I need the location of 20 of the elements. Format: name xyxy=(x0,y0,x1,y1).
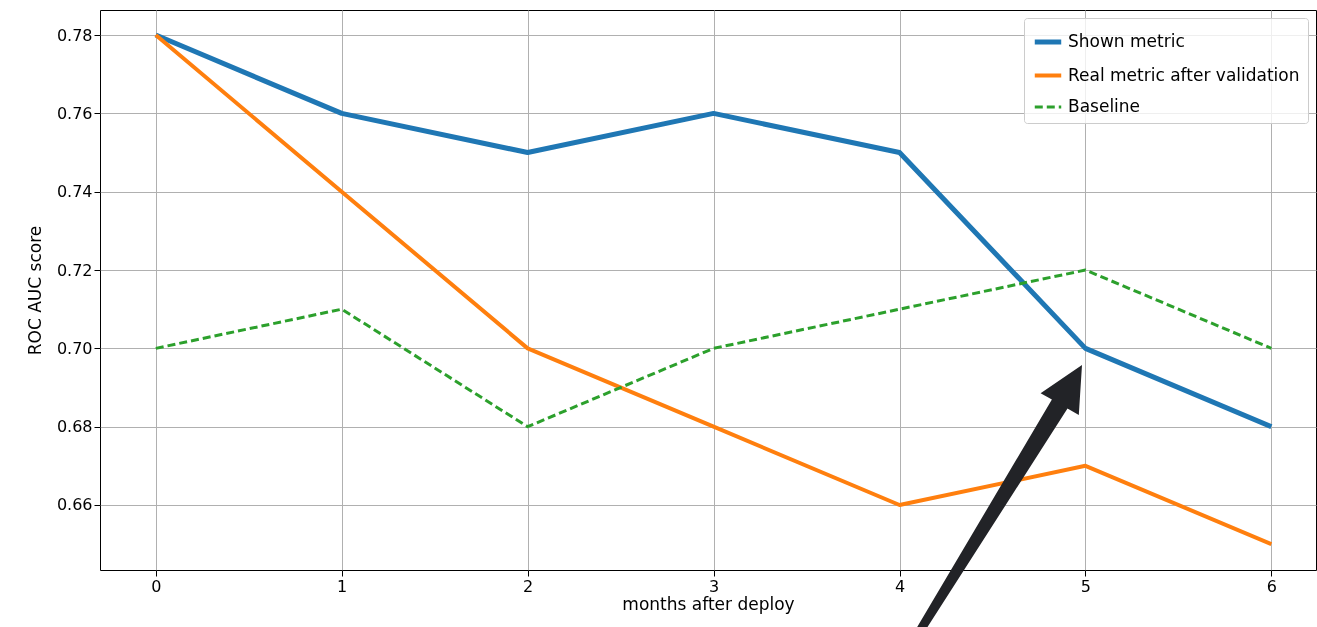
y-tick-label: 0.72 xyxy=(56,260,93,280)
y-tick-label: 0.68 xyxy=(56,417,93,437)
y-axis-title: ROC AUC score xyxy=(24,225,45,356)
x-tick-label: 5 xyxy=(1080,576,1092,596)
x-tick-label: 3 xyxy=(708,576,720,596)
x-tick-label: 0 xyxy=(151,576,162,596)
x-tick-label: 4 xyxy=(894,576,906,596)
x-tick-label: 1 xyxy=(337,576,348,596)
y-tick-label: 0.70 xyxy=(56,338,93,358)
x-tick-label: 6 xyxy=(1266,576,1277,596)
legend-label: Shown metric xyxy=(1068,31,1185,51)
line-series xyxy=(154,268,1273,429)
legend-label: Real metric after validation xyxy=(1068,64,1300,85)
y-tick-label: 0.78 xyxy=(56,25,93,45)
x-tick-label: 2 xyxy=(523,576,534,596)
legend-label: Baseline xyxy=(1068,96,1141,116)
y-tick-label: 0.66 xyxy=(56,495,93,515)
y-tick-label: 0.74 xyxy=(56,182,93,202)
y-tick-label: 0.76 xyxy=(56,103,93,123)
x-axis-title: months after deploy xyxy=(622,593,795,614)
